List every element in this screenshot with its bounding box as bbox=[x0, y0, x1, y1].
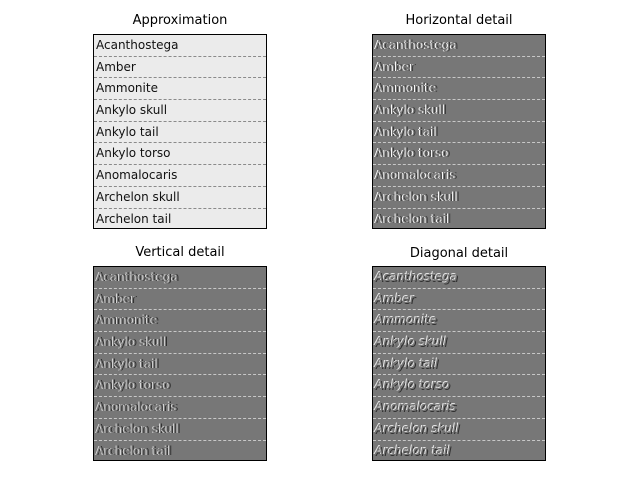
list-item: Archelon tail bbox=[375, 211, 451, 226]
panel-title-diagonal-detail: Diagonal detail bbox=[409, 246, 509, 261]
list-item: Ankylo skull bbox=[373, 100, 545, 122]
list-item: Amber bbox=[94, 289, 266, 311]
list-item: Ankylo torso bbox=[94, 375, 266, 398]
list-item: Archelon skull bbox=[94, 419, 266, 441]
list-item: Ankylo skull bbox=[94, 332, 266, 354]
list-item: Archelon skull bbox=[94, 187, 266, 209]
list-item: Amber bbox=[373, 57, 545, 79]
list-item: Ankylo torso bbox=[94, 143, 266, 166]
panel-title-approximation: Approximation bbox=[132, 13, 228, 28]
horizontal-detail-panel: Acanthostega Amber Ammonite Ankylo skull Ank… bbox=[372, 34, 546, 229]
list-item: Ammonite bbox=[373, 78, 545, 101]
list-item: Ammonite bbox=[94, 78, 266, 101]
list-item: Archelon skull bbox=[373, 187, 545, 209]
list-item: Anomalocaris bbox=[94, 397, 266, 419]
list-item: Ankylo skull bbox=[373, 332, 545, 354]
list-item: Ammonite bbox=[373, 310, 545, 333]
list-item: Ankylo tail bbox=[94, 122, 266, 144]
panel-title-vertical-detail: Vertical detail bbox=[135, 245, 225, 260]
list-item: Acanthostega bbox=[94, 267, 266, 289]
list-item: Archelon tail bbox=[96, 211, 172, 226]
list-item: Anomalocaris bbox=[94, 165, 266, 187]
list-item: Acanthostega bbox=[373, 35, 545, 57]
list-item: Acanthostega bbox=[373, 267, 545, 289]
list-item: Archelon tail bbox=[375, 443, 451, 458]
list-item: Amber bbox=[94, 57, 266, 79]
list-item: Archelon skull bbox=[373, 419, 545, 441]
list-item: Ankylo torso bbox=[373, 143, 545, 166]
diagonal-detail-panel: Acanthostega Amber Ammonite Ankylo skull Ank… bbox=[372, 266, 546, 461]
panel-title-horizontal-detail: Horizontal detail bbox=[405, 13, 513, 28]
list-item: Ankylo tail bbox=[94, 354, 266, 376]
vertical-detail-panel: Acanthostega Amber Ammonite Ankylo skull Ank… bbox=[93, 266, 267, 461]
list-item: Ammonite bbox=[94, 310, 266, 333]
list-item: Amber bbox=[373, 289, 545, 311]
list-item: Ankylo tail bbox=[373, 354, 545, 376]
approximation-panel: Acanthostega Amber Ammonite Ankylo skull Ank… bbox=[93, 34, 267, 229]
list-item: Ankylo torso bbox=[373, 375, 545, 398]
list-item: Anomalocaris bbox=[373, 397, 545, 419]
list-item: Archelon tail bbox=[96, 443, 172, 458]
list-item: Acanthostega bbox=[94, 35, 266, 57]
list-item: Ankylo tail bbox=[373, 122, 545, 144]
list-item: Ankylo skull bbox=[94, 100, 266, 122]
list-item: Anomalocaris bbox=[373, 165, 545, 187]
